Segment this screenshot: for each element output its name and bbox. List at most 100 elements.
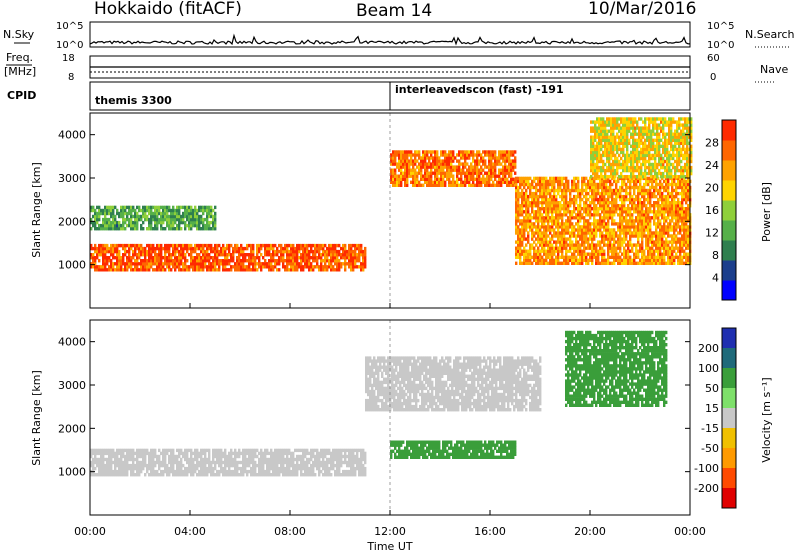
power-cell	[612, 151, 614, 154]
power-cell	[150, 209, 152, 212]
power-cell	[622, 151, 624, 154]
power-cell	[452, 178, 454, 181]
power-cell	[418, 153, 420, 156]
power-cell	[628, 139, 630, 142]
power-cell	[228, 247, 230, 250]
power-cell	[671, 243, 673, 246]
power-cell	[621, 213, 623, 216]
power-cell	[136, 259, 138, 262]
power-cell	[468, 181, 470, 184]
power-cell	[557, 228, 559, 231]
power-cell	[665, 237, 667, 240]
power-cell	[595, 195, 597, 198]
power-cell	[112, 265, 114, 268]
power-cell	[577, 180, 579, 183]
power-cell	[296, 253, 298, 256]
power-cell	[644, 120, 646, 123]
power-cell	[594, 139, 596, 142]
nave-label: Nave	[760, 63, 788, 76]
power-cell	[258, 259, 260, 262]
power-cell	[116, 247, 118, 250]
power-cell	[649, 198, 651, 201]
power-cell	[667, 243, 669, 246]
power-cell	[146, 215, 148, 218]
power-cell	[525, 192, 527, 195]
power-cell	[683, 250, 685, 253]
power-cell	[521, 189, 523, 192]
power-cell	[656, 130, 658, 133]
power-cell	[539, 210, 541, 213]
power-cell	[658, 136, 660, 139]
power-cell	[492, 181, 494, 184]
power-cell	[565, 253, 567, 256]
power-cell	[543, 247, 545, 250]
power-cell	[216, 256, 218, 259]
power-cell	[626, 148, 628, 151]
power-cell	[214, 218, 216, 221]
power-cell	[633, 201, 635, 204]
power-cell	[362, 268, 364, 271]
power-cell	[529, 250, 531, 253]
power-cell	[549, 240, 551, 243]
power-cell	[484, 159, 486, 162]
power-cell	[394, 156, 396, 159]
power-cell	[545, 177, 547, 180]
power-cell	[214, 206, 216, 209]
power-cell	[627, 247, 629, 250]
power-cell	[240, 244, 242, 247]
power-cell	[656, 175, 658, 178]
power-cell	[641, 207, 643, 210]
power-cell	[655, 195, 657, 198]
power-cell	[599, 228, 601, 231]
power-cell	[615, 198, 617, 201]
power-cell	[106, 244, 108, 247]
power-cell	[529, 177, 531, 180]
power-cell	[128, 250, 130, 253]
power-cell	[142, 227, 144, 230]
power-cell	[458, 165, 460, 168]
power-cell	[519, 247, 521, 250]
power-cell	[675, 253, 677, 256]
power-cell	[514, 150, 516, 153]
power-cell	[543, 222, 545, 225]
power-cell	[316, 262, 318, 265]
power-cell	[360, 247, 362, 250]
freq-tick-bottom: 8	[68, 72, 74, 83]
power-cell	[108, 218, 110, 221]
power-cell	[476, 156, 478, 159]
power-cell	[565, 247, 567, 250]
power-cell	[643, 253, 645, 256]
power-cell	[581, 262, 583, 265]
power-cell	[216, 247, 218, 250]
power-cell	[450, 172, 452, 175]
power-cell	[631, 213, 633, 216]
power-cell	[172, 206, 174, 209]
power-cell	[256, 253, 258, 256]
power-cell	[338, 268, 340, 271]
power-cell	[569, 219, 571, 222]
power-cell	[140, 244, 142, 247]
power-cell	[629, 256, 631, 259]
power-cell	[104, 215, 106, 218]
power-cell	[687, 210, 689, 213]
power-cell	[124, 227, 126, 230]
power-cell	[178, 212, 180, 215]
power-cell	[274, 265, 276, 268]
power-cell	[130, 218, 132, 221]
power-cell	[643, 201, 645, 204]
power-cell	[126, 268, 128, 271]
power-cell	[178, 265, 180, 268]
power-cell	[654, 169, 656, 172]
power-cell	[591, 240, 593, 243]
power-cell	[608, 160, 610, 163]
power-cell	[494, 153, 496, 156]
power-cell	[180, 259, 182, 262]
power-cell	[358, 256, 360, 259]
power-cell	[599, 213, 601, 216]
power-cell	[587, 198, 589, 201]
power-cell	[416, 178, 418, 181]
power-cell	[636, 120, 638, 123]
power-cell	[600, 157, 602, 160]
power-cell	[152, 244, 154, 247]
nsky-trace	[90, 36, 690, 44]
